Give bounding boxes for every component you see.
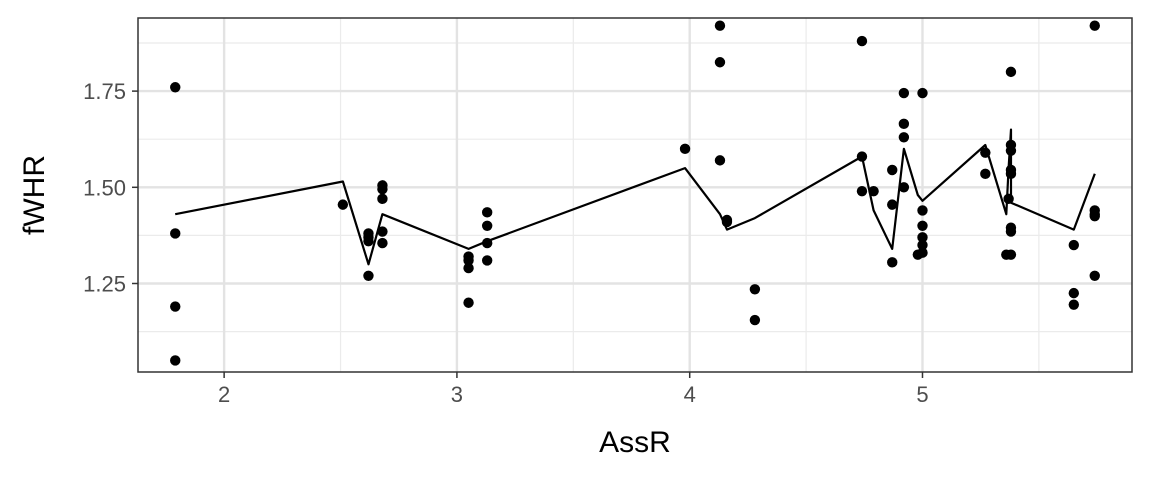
x-axis: 2 3 4 5: [218, 372, 929, 407]
data-point: [714, 155, 726, 166]
data-point: [1005, 66, 1017, 78]
x-axis-title: AssR: [599, 426, 671, 459]
data-point: [363, 235, 374, 247]
data-point: [1068, 287, 1080, 299]
data-point: [887, 257, 898, 268]
data-point: [917, 87, 928, 99]
data-point: [868, 185, 879, 197]
data-point: [714, 20, 726, 31]
data-point: [1003, 193, 1014, 205]
data-point: [714, 57, 726, 68]
data-point: [1089, 270, 1100, 282]
x-tick-label: 2: [218, 382, 230, 407]
data-point: [856, 151, 868, 162]
x-tick-label: 4: [684, 382, 696, 407]
data-point: [1005, 249, 1017, 260]
x-tick-label: 3: [451, 382, 463, 407]
data-point: [898, 118, 910, 130]
data-point: [1068, 239, 1080, 251]
data-point: [1005, 145, 1017, 156]
data-point: [749, 284, 761, 295]
data-point: [721, 216, 733, 228]
minor-grid: [138, 18, 1132, 372]
data-point: [170, 228, 181, 239]
data-point: [898, 182, 910, 193]
data-point: [980, 168, 991, 180]
data-point: [377, 226, 388, 237]
data-point: [1005, 168, 1017, 180]
data-point: [1005, 226, 1017, 237]
data-point: [463, 255, 474, 266]
x-tick-label: 5: [916, 382, 928, 407]
data-point: [1068, 299, 1080, 310]
data-point: [481, 255, 493, 266]
data-point: [1089, 20, 1100, 31]
data-point: [898, 87, 910, 99]
data-point: [463, 262, 474, 274]
data-points: [170, 20, 1100, 366]
data-point: [917, 247, 928, 258]
data-point: [481, 220, 493, 231]
data-point: [463, 297, 474, 308]
data-point: [917, 220, 928, 231]
data-point: [887, 164, 898, 176]
data-point: [170, 301, 181, 312]
data-point: [749, 314, 761, 326]
data-point: [337, 199, 349, 210]
trend-line: [174, 128, 1096, 266]
data-point: [377, 193, 388, 205]
data-point: [856, 35, 868, 47]
data-point: [679, 143, 691, 155]
data-point: [856, 185, 868, 197]
data-point: [481, 207, 493, 218]
y-tick-label: 1.50: [83, 175, 126, 200]
y-axis-title: fWHR: [18, 155, 51, 235]
data-point: [887, 199, 898, 210]
y-tick-label: 1.75: [83, 79, 126, 104]
data-point: [377, 237, 388, 249]
data-point: [917, 239, 928, 251]
data-point: [898, 132, 910, 143]
data-point: [377, 184, 388, 195]
data-point: [917, 205, 928, 216]
data-point: [363, 270, 374, 282]
y-axis: 1.25 1.50 1.75: [83, 79, 138, 297]
data-point: [917, 232, 928, 243]
data-point: [1089, 210, 1100, 222]
data-point: [481, 237, 493, 249]
panel-border: [137, 17, 1133, 373]
major-grid: [138, 18, 1132, 372]
data-point: [980, 147, 991, 158]
data-point: [170, 82, 181, 93]
y-tick-label: 1.25: [83, 272, 126, 297]
data-point: [170, 355, 181, 366]
